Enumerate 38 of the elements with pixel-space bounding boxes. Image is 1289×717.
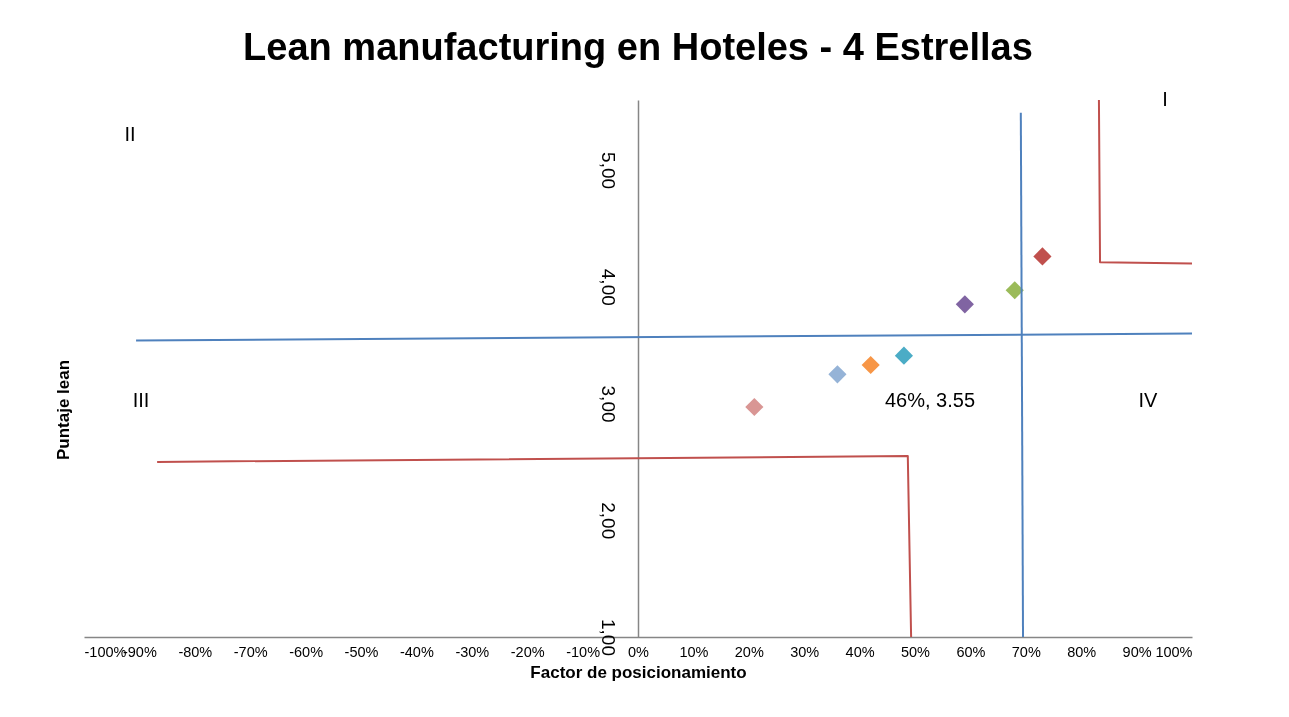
point <box>894 346 913 365</box>
x-tick-label: 30% <box>790 643 820 660</box>
x-tick-label: 20% <box>734 643 764 660</box>
x-tick-label: 50% <box>900 643 931 660</box>
x-tick-label: -20% <box>510 643 545 660</box>
y-tick-label: 3,00 <box>597 385 619 423</box>
annotation: II <box>124 123 136 145</box>
x-tick-label: -70% <box>233 643 268 660</box>
x-tick-label: -40% <box>399 643 434 660</box>
point <box>861 355 880 375</box>
point <box>1005 281 1024 300</box>
x-tick-label: 80% <box>1067 643 1097 660</box>
x-tick-label: 100% <box>1155 643 1193 660</box>
point <box>1033 247 1052 266</box>
point <box>955 295 974 314</box>
point <box>745 397 764 417</box>
point <box>828 365 847 384</box>
x-tick-label: 70% <box>1011 643 1041 660</box>
y-axis-title: Puntaje lean <box>54 359 73 461</box>
x-tick-label: -50% <box>344 643 379 660</box>
x-axis-title: Factor de posicionamiento <box>530 663 747 682</box>
x-tick-label: 10% <box>679 643 709 660</box>
chart-title: Lean manufacturing en Hoteles - 4 Estrellas <box>243 26 1033 68</box>
x-tick-label: 40% <box>845 643 875 660</box>
y-tick-label: 2,00 <box>597 502 619 540</box>
annotation: IV <box>1138 389 1159 411</box>
annotation: 46%, 3.55 <box>884 389 976 411</box>
x-tick-label: 60% <box>956 643 986 660</box>
annotation: III <box>132 389 150 411</box>
x-tick-label: 0% <box>628 643 650 660</box>
x-tick-label: -60% <box>289 643 324 660</box>
x-tick-label: 90% <box>1122 643 1152 660</box>
annotation: I <box>1162 88 1168 110</box>
x-tick-label: -30% <box>455 643 490 660</box>
x-tick-label: -80% <box>178 643 213 660</box>
y-tick-label: 4,00 <box>597 268 619 306</box>
x-tick-label: -10% <box>566 643 601 660</box>
y-tick-label: 5,00 <box>597 152 619 190</box>
